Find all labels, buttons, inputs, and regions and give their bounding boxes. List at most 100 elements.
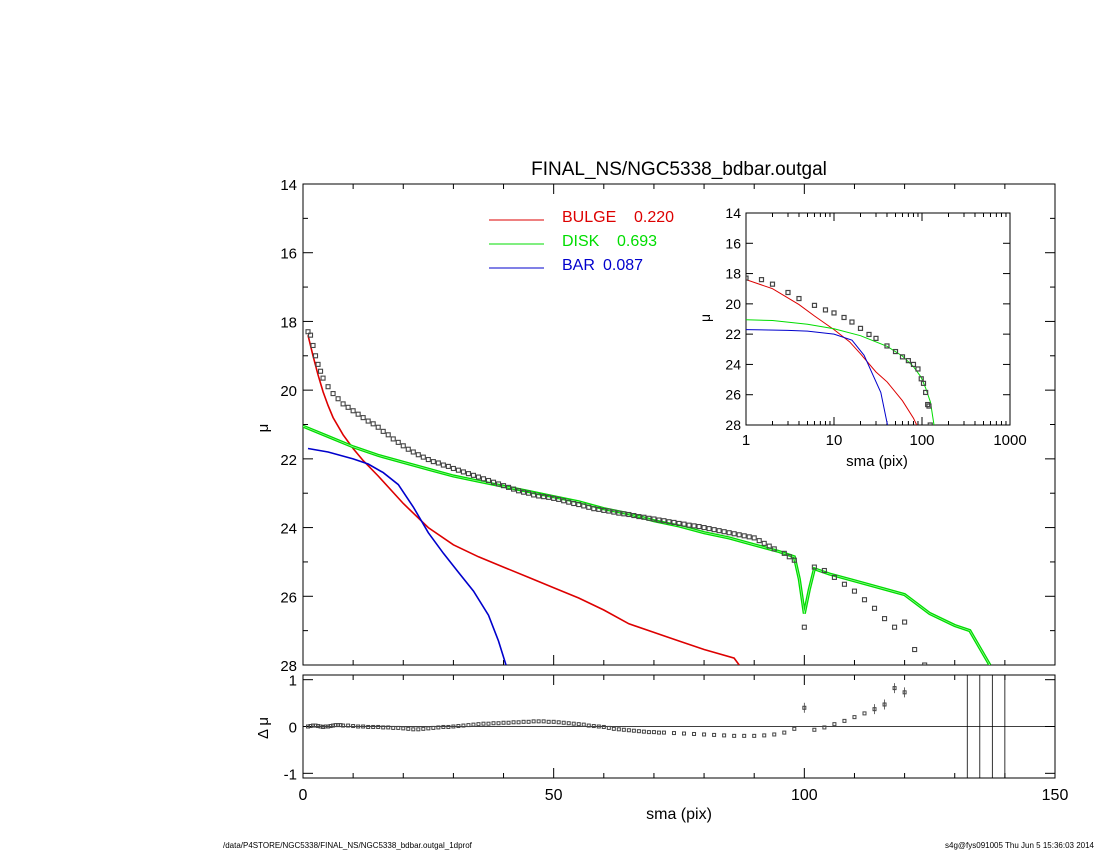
residual-point (862, 711, 867, 716)
data-point (621, 511, 627, 517)
data-point (641, 514, 647, 520)
inset-data-point (915, 366, 921, 372)
data-point (380, 428, 386, 434)
inset-data-point (927, 422, 933, 425)
residual-point (406, 726, 411, 731)
residual-point (451, 724, 456, 729)
clip-group (303, 329, 992, 665)
data-point (892, 624, 898, 630)
data-point (490, 479, 497, 485)
x-tick-label: 100 (791, 787, 818, 804)
data-point (636, 514, 642, 520)
data-point (721, 529, 727, 535)
data-point (706, 526, 712, 532)
footer-left: /data/P4STORE/NGC5338/FINAL_NS/NGC5338_b… (223, 841, 473, 850)
residual-point (421, 726, 426, 731)
residual-point (381, 725, 386, 730)
residual-point (441, 724, 446, 729)
residual-point (722, 733, 727, 738)
data-point (576, 502, 582, 508)
residual-point (712, 732, 717, 737)
data-point (531, 492, 537, 498)
data-point (505, 484, 512, 490)
y-tick-label: 16 (280, 246, 297, 263)
data-point (455, 467, 461, 473)
inset-data-point (841, 314, 847, 321)
data-point (450, 465, 456, 472)
data-point (307, 332, 314, 338)
residual-point (506, 720, 511, 725)
clip-group (306, 683, 907, 738)
inset-plot-axes: 14 16 18 20 22 24 26 281 10 100 1000 (725, 205, 1026, 449)
data-point (616, 510, 622, 516)
data-point (871, 605, 878, 611)
y-tick-label: 20 (280, 383, 297, 400)
inset-plot-frame (745, 212, 1011, 426)
data-point (746, 534, 752, 540)
residual-point (361, 724, 366, 729)
data-point (831, 574, 837, 580)
data-point (317, 368, 324, 374)
inset-data-point (769, 281, 776, 287)
inset-x-tick-label: 1000 (993, 432, 1026, 449)
inset-y-tick-label: 28 (725, 417, 741, 433)
residual-plot-data (306, 683, 907, 738)
residual-point (682, 731, 687, 736)
residual-point (752, 733, 757, 738)
residual-point (461, 723, 466, 728)
residual-point (466, 723, 471, 728)
residual-point (546, 719, 551, 724)
legend-value-disk: 0.693 (617, 233, 657, 250)
residual-point (396, 725, 401, 730)
inset-data-point (899, 354, 906, 360)
main-plot-axes: 14 16 18 20 22 24 26 28 (280, 177, 1056, 675)
y-tick-label: 26 (280, 589, 297, 606)
residual-point (656, 730, 661, 735)
residual-point (471, 722, 476, 727)
data-point (445, 463, 451, 469)
legend-value-bulge: 0.220 (634, 209, 674, 226)
data-point (626, 511, 632, 518)
residual-point (371, 724, 376, 729)
inset-data-point (884, 343, 890, 349)
chart-title: FINAL_NS/NGC5338_bdbar.outgal (531, 159, 827, 180)
data-point (676, 520, 682, 526)
inset-y-tick-label: 16 (725, 235, 741, 251)
main-plot-data (303, 329, 992, 665)
legend-name-disk: DISK (562, 233, 600, 250)
residual-point (661, 730, 666, 735)
data-point (375, 424, 381, 430)
residual-y-tick-label: 0 (289, 720, 297, 737)
inset-bulge-line (746, 279, 918, 425)
data-point (516, 488, 522, 494)
inset-data-point (811, 302, 818, 308)
data-point (606, 508, 612, 514)
y-tick-label: 18 (280, 314, 297, 331)
data-point (726, 530, 732, 536)
residual-point (692, 731, 697, 736)
data-point (480, 476, 487, 482)
data-point (340, 401, 346, 407)
inset-data-point (926, 403, 932, 409)
data-point (801, 624, 807, 630)
y-tick-label: 24 (280, 521, 297, 538)
data-point (485, 477, 492, 484)
data-point (405, 446, 411, 452)
residual-point (526, 719, 531, 724)
data-point (330, 391, 336, 397)
data-point (365, 418, 371, 424)
data-point (420, 454, 426, 460)
data-point (526, 490, 532, 496)
data-point (596, 506, 602, 512)
residual-point (496, 721, 501, 726)
data-point (701, 525, 707, 531)
residual-point (596, 724, 601, 729)
data-point (881, 616, 888, 622)
data-point (691, 523, 697, 529)
data-point (666, 519, 672, 525)
residual-point (486, 721, 491, 726)
x-tick-label: 150 (1042, 787, 1069, 804)
residual-point (521, 719, 526, 724)
data-point (686, 522, 692, 528)
inset-data-point (796, 295, 802, 302)
